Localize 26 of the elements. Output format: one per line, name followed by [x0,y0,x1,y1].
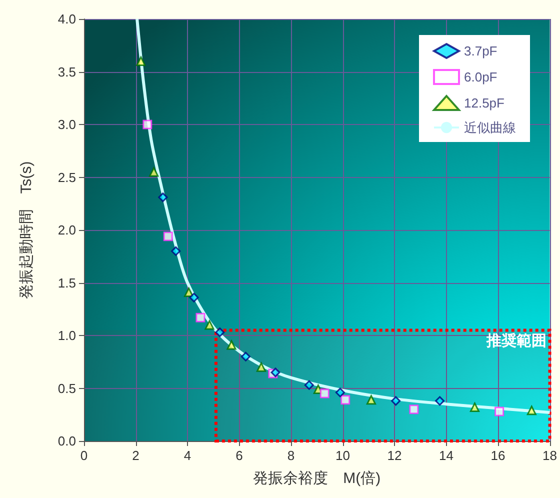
x-tick-label: 0 [80,448,88,463]
y-tick-label: 4.0 [58,12,76,26]
x-tick-label: 4 [184,448,192,463]
y-tick-label: 0.5 [58,380,76,396]
y-tick-label: 2.5 [58,170,76,185]
y-tick-label: 2.0 [58,222,76,238]
x-tick-label: 12 [387,448,402,463]
y-tick-label: 3.5 [58,64,76,80]
x-tick-label: 2 [132,448,140,463]
legend-label: 近似曲線 [464,120,516,135]
y-tick-label: 1.5 [58,275,76,290]
x-tick-label: 18 [542,448,558,463]
band-label: 推奨範囲 [485,332,546,350]
x-tick-label: 14 [439,448,454,463]
x-tick-label: 8 [287,448,295,463]
x-tick-label: 16 [490,448,506,463]
legend-label: 12.5pF [464,96,505,110]
x-tick-label: 10 [336,448,350,463]
y-axis-title: 発振起動時間 Ts(s) [18,161,35,299]
y-tick-label: 3.0 [58,117,76,132]
legend-label: 3.7pF [464,44,498,58]
x-axis-title: 発振余裕度 M(倍) [253,470,381,487]
x-tick-label: 6 [236,448,243,463]
legend-label: 6.0pF [464,70,498,84]
y-tick-label: 1.0 [58,328,76,343]
y-tick-label: 0.0 [58,434,76,448]
